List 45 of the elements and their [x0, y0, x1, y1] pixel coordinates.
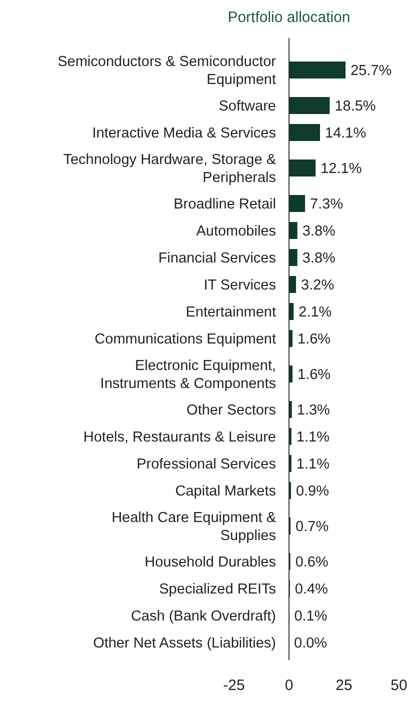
y-tick-label: IT Services: [204, 278, 276, 294]
y-tick-label: Entertainment: [186, 304, 276, 320]
y-tick-label: Capital Markets: [175, 484, 276, 500]
data-label: 3.8%: [302, 224, 336, 240]
y-tick-label: Automobiles: [196, 224, 276, 240]
y-tick-label: Health Care Equipment & Supplies: [112, 510, 276, 544]
data-label: 14.1%: [325, 126, 366, 142]
y-tick-label: Household Durables: [144, 554, 276, 570]
data-label: 3.2%: [301, 278, 334, 294]
data-label: 18.5%: [334, 98, 376, 114]
data-label: 0.1%: [294, 608, 328, 624]
data-label: 25.7%: [350, 63, 392, 79]
data-label: 7.3%: [310, 196, 344, 212]
data-label: 0.9%: [296, 484, 330, 500]
data-label: 0.4%: [294, 582, 328, 598]
y-tick-label: Electronic Equipment, Instruments & Components: [100, 358, 276, 392]
y-tick-label: Broadline Retail: [174, 196, 276, 212]
x-tick-label: 0: [284, 677, 294, 694]
y-tick-label: Cash (Bank Overdraft): [130, 608, 276, 624]
x-tick-label: 50: [390, 677, 408, 694]
data-label: 1.3%: [296, 402, 330, 418]
x-tick-label: 25: [336, 677, 352, 694]
y-tick-label: Other Net Assets (Liabilities): [93, 636, 276, 652]
x-tick-label: -25: [223, 677, 245, 694]
data-label: 0.0%: [294, 636, 328, 652]
data-label: 1.6%: [298, 367, 331, 383]
data-label: 0.6%: [295, 554, 328, 570]
data-label: 1.1%: [296, 430, 330, 446]
data-label: 0.7%: [296, 519, 329, 535]
y-tick-label: Software: [218, 98, 276, 114]
data-label: 3.8%: [302, 250, 336, 266]
y-tick-label: Interactive Media & Services: [92, 126, 276, 142]
y-tick-label: Financial Services: [158, 250, 276, 266]
data-label: 1.6%: [298, 332, 331, 348]
y-tick-label: Hotels, Restaurants & Leisure: [83, 430, 276, 446]
data-label: 2.1%: [298, 304, 332, 320]
data-label: 1.1%: [296, 456, 330, 472]
y-tick-label: Semiconductors & Semiconductor Equipment: [58, 54, 276, 88]
data-label: 12.1%: [320, 161, 362, 177]
y-tick-label: Other Sectors: [186, 402, 276, 418]
y-tick-label: Professional Services: [136, 456, 276, 472]
chart-title: Portfolio allocation: [228, 9, 350, 26]
y-tick-label: Specialized REITs: [159, 582, 276, 598]
y-tick-label: Communications Equipment: [94, 332, 276, 348]
y-tick-label: Technology Hardware, Storage & Peripherals: [63, 152, 276, 186]
